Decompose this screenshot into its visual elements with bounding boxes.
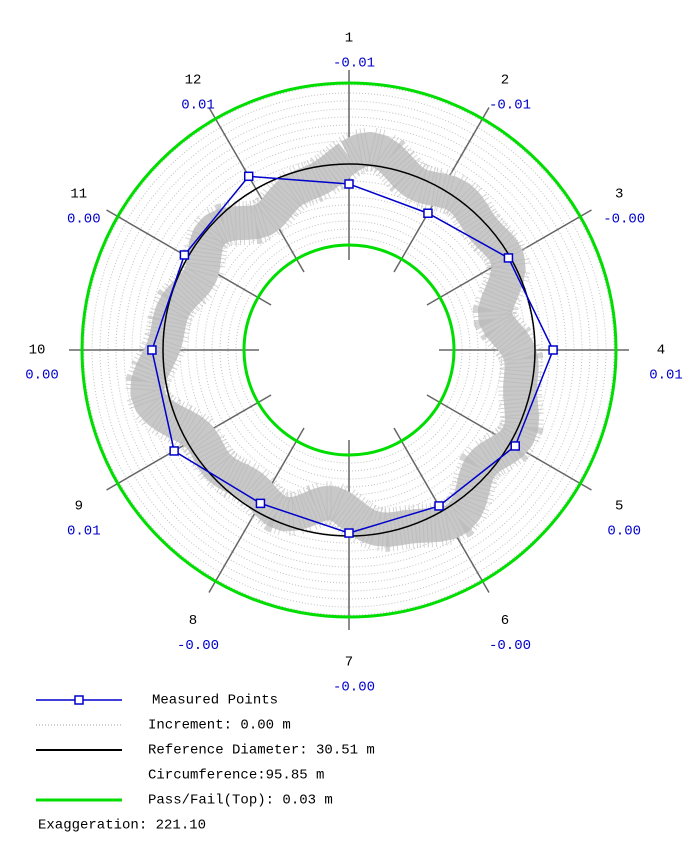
point-value: 0.00: [67, 212, 101, 228]
measured-point: [548, 345, 558, 355]
point-value: -0.01: [333, 56, 375, 72]
point-value: -0.00: [603, 212, 645, 228]
legend-marker: [74, 695, 84, 705]
point-value: 0.01: [67, 524, 101, 540]
point-value: -0.00: [489, 638, 531, 654]
point-number: 1: [345, 31, 353, 47]
increment-circle: [227, 228, 471, 472]
point-value: 0.01: [181, 98, 215, 114]
point-number: 3: [615, 187, 623, 203]
point-value: 0.01: [649, 368, 683, 384]
point-value: 0.00: [607, 524, 641, 540]
point-value: -0.00: [333, 680, 375, 696]
measured-point: [255, 498, 266, 509]
measured-point: [147, 345, 157, 355]
point-number: 9: [75, 499, 83, 515]
measured-point: [344, 528, 354, 538]
measured-point: [169, 446, 179, 456]
pass-fail-outer: [80, 81, 618, 619]
point-value: -0.01: [489, 98, 531, 114]
point-number: 12: [185, 73, 202, 89]
legend-label: Measured Points: [152, 693, 278, 709]
legend-label: Circumference:95.85 m: [148, 768, 324, 784]
point-number: 6: [501, 613, 509, 629]
measured-point: [434, 501, 444, 511]
measured-point: [510, 441, 520, 451]
legend-label: Increment: 0.00 m: [148, 718, 291, 734]
pass-fail-inner: [242, 243, 456, 457]
point-number: 10: [29, 343, 46, 359]
point-value: 0.00: [25, 368, 59, 384]
measured-point: [503, 253, 514, 263]
legend-label: Reference Diameter: 30.51 m: [148, 743, 375, 759]
exaggeration-note: Exaggeration: 221.10: [38, 818, 206, 834]
spoke: [208, 107, 305, 273]
point-value: -0.00: [177, 638, 219, 654]
point-number: 2: [501, 73, 509, 89]
measured-point: [179, 250, 190, 260]
point-number: 7: [345, 655, 353, 671]
point-number: 11: [70, 187, 87, 203]
measured-point: [423, 208, 433, 218]
measured-point: [344, 179, 354, 189]
point-number: 5: [615, 499, 623, 515]
point-number: 8: [189, 613, 197, 629]
increment-circle: [235, 236, 463, 464]
legend-label: Pass/Fail(Top): 0.03 m: [148, 793, 333, 809]
plot: [147, 171, 558, 538]
point-number: 4: [657, 343, 665, 359]
measured-point: [243, 171, 254, 182]
